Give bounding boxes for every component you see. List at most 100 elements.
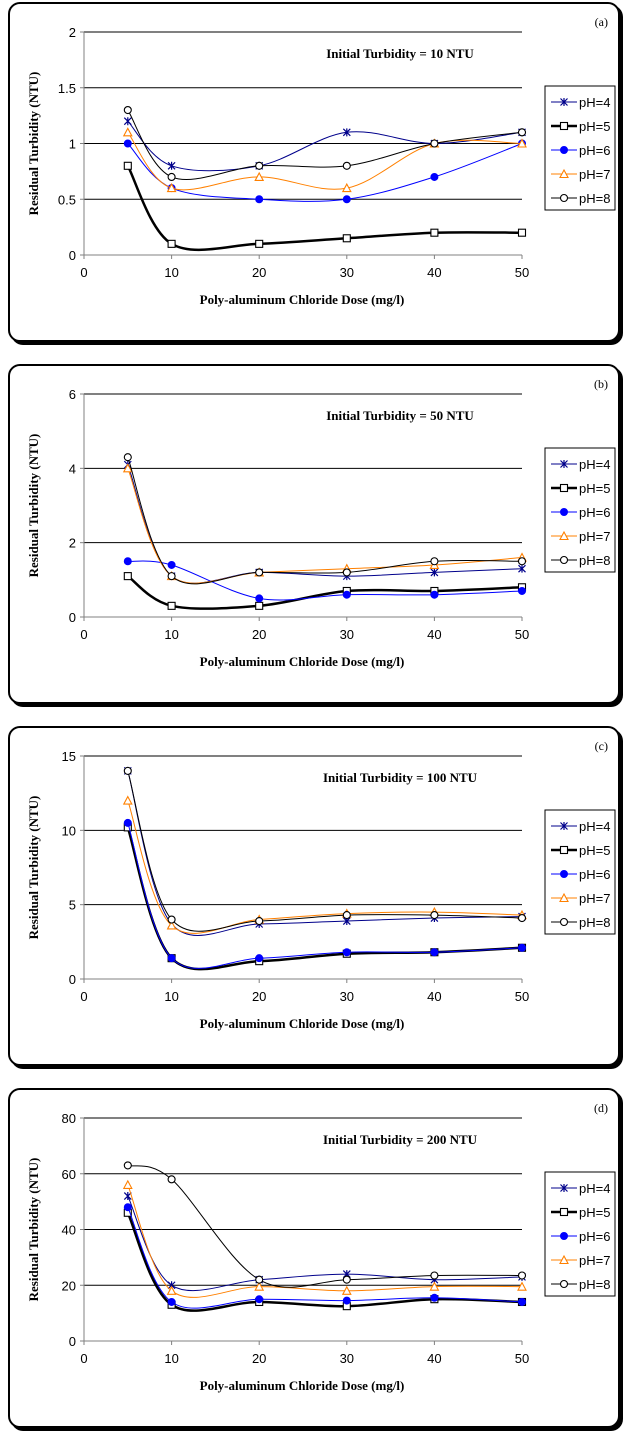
legend-marker: [560, 1184, 568, 1192]
x-tick-label: 40: [427, 989, 441, 1004]
legend-marker: [559, 1254, 569, 1265]
legend-marker: [559, 168, 569, 179]
series-ph-8: [123, 1161, 527, 1288]
legend-label: pH=5: [579, 1205, 610, 1220]
data-point: [167, 560, 176, 569]
data-point: [255, 1295, 264, 1304]
data-point: [255, 1275, 264, 1284]
data-point: [255, 568, 264, 577]
y-tick-label: 4: [69, 461, 76, 476]
legend-label: pH=4: [579, 95, 610, 110]
data-point: [518, 564, 526, 573]
data-point: [430, 228, 439, 237]
series-line: [126, 1212, 523, 1312]
chart-panel-b: 0 2 4 6 0 10 20 30 40 50 Initial Turbidity = 50 NT…: [8, 364, 620, 704]
legend-item: pH=5: [551, 119, 610, 134]
data-point: [167, 915, 176, 924]
data-point: [342, 161, 351, 170]
series-ph-5: [123, 161, 527, 252]
data-point: [167, 1297, 176, 1306]
series-line: [127, 468, 523, 584]
y-tick-label: 20: [62, 1278, 76, 1293]
chart-title: Initial Turbidity = 100 NTU: [323, 770, 478, 785]
data-point: [517, 557, 527, 566]
data-point: [342, 1296, 351, 1305]
data-point: [167, 572, 176, 581]
y-tick-label: 5: [69, 898, 76, 913]
series-line: [127, 1184, 523, 1298]
series-ph-7: [122, 795, 527, 934]
data-point: [166, 920, 177, 930]
series-line: [127, 143, 523, 202]
data-point: [430, 172, 439, 181]
chart-panel-d: 0 20 40 60 80 0 10 20 30 40 50 Initial Turbidity = …: [8, 1088, 620, 1428]
y-tick-label: 2: [69, 25, 76, 40]
x-tick-label: 0: [80, 627, 87, 642]
chart-title: Initial Turbidity = 50 NTU: [326, 408, 474, 423]
series-ph-6: [123, 818, 526, 969]
x-tick-label: 40: [427, 627, 441, 642]
x-tick-label: 10: [164, 1351, 178, 1366]
series-ph-4: [123, 766, 526, 936]
panel-label: (c): [595, 739, 608, 753]
legend-label: pH=7: [579, 167, 610, 182]
chart-c-svg: 0 5 10 15 0 10 20 30 40 50 Initial Turbidity = 100…: [26, 739, 616, 1031]
data-point: [255, 954, 264, 963]
x-tick-label: 50: [515, 1351, 529, 1366]
series-ph-7: [122, 1179, 527, 1298]
legend-box: [544, 809, 616, 935]
legend-label: pH=8: [579, 915, 610, 930]
data-point: [122, 463, 133, 473]
data-point: [430, 911, 439, 920]
data-point: [122, 1179, 133, 1189]
series-line: [127, 1164, 523, 1288]
x-axis-label: Poly-aluminum Chloride Dose (mg/l): [200, 1378, 405, 1393]
data-point: [123, 818, 132, 827]
y-tick-label: 0: [69, 972, 76, 987]
legend-item: pH=8: [551, 553, 610, 568]
data-point: [430, 590, 439, 599]
x-tick-label: 10: [164, 627, 178, 642]
data-point: [517, 1271, 527, 1280]
legend-marker: [560, 870, 568, 878]
x-tick-label: 20: [252, 265, 266, 280]
data-point: [255, 239, 264, 248]
x-tick-label: 0: [80, 265, 87, 280]
x-axis-label: Poly-aluminum Chloride Dose (mg/l): [200, 1016, 405, 1031]
legend-label: pH=5: [579, 843, 610, 858]
x-tick-label: 0: [80, 1351, 87, 1366]
legend-label: pH=8: [579, 553, 610, 568]
data-point: [430, 1271, 439, 1280]
panel-label: (a): [595, 15, 608, 29]
series-line: [127, 575, 523, 610]
x-tick-label: 50: [515, 989, 529, 1004]
legend-label: pH=7: [579, 891, 610, 906]
series-line: [127, 1206, 523, 1309]
legend: pH=4 pH=5 pH=6 pH=7 pH=8: [544, 809, 616, 935]
data-point: [166, 182, 177, 193]
panel-label: (b): [594, 377, 608, 391]
x-tick-label: 10: [164, 265, 178, 280]
x-tick-label: 0: [80, 989, 87, 1004]
legend-item: pH=6: [551, 505, 610, 520]
legend-marker: [560, 460, 568, 468]
legend-item: pH=5: [551, 481, 610, 496]
data-point: [517, 138, 527, 148]
data-point: [430, 568, 439, 577]
series-line: [127, 120, 523, 172]
x-tick-label: 20: [252, 1351, 266, 1366]
data-point: [255, 594, 264, 603]
data-point: [254, 171, 265, 181]
x-tick-label: 30: [340, 265, 354, 280]
data-point: [430, 1293, 439, 1302]
data-point: [518, 943, 526, 952]
data-point: [342, 911, 351, 920]
y-axis-label: Residual Turbidity (NTU): [26, 434, 41, 578]
legend-marker: [559, 917, 569, 927]
series-ph-4: [123, 460, 526, 584]
data-point: [123, 106, 132, 115]
chart-title: Initial Turbidity = 10 NTU: [326, 46, 474, 61]
x-tick-label: 20: [252, 989, 266, 1004]
data-point: [518, 1297, 526, 1306]
chart-b-svg: 0 2 4 6 0 10 20 30 40 50 Initial Turbidity = 50 NT…: [26, 377, 616, 669]
